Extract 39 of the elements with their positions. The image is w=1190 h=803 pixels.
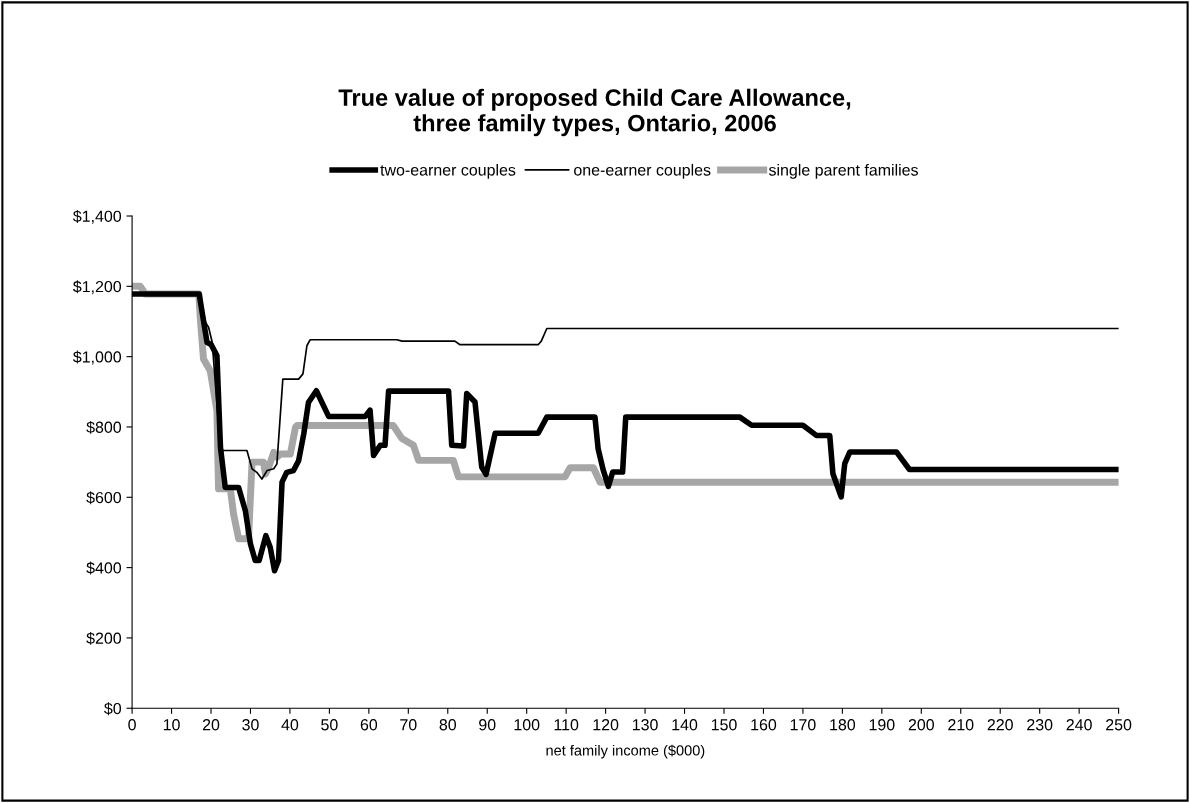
x-tick-label: 140: [672, 719, 698, 731]
y-tick-label: $800: [86, 420, 122, 434]
legend-label: two-earner couples: [380, 163, 516, 179]
x-tick-label: 20: [202, 719, 220, 731]
x-tick-label: 180: [830, 719, 856, 731]
x-tick-label: 160: [751, 719, 777, 731]
x-tick-label: 0: [128, 719, 136, 731]
x-tick-label: 30: [242, 719, 259, 731]
x-tick-label: 120: [593, 719, 619, 731]
y-tick-label: $600: [86, 491, 122, 505]
x-tick-label: 100: [514, 719, 540, 731]
x-tick-label: 240: [1066, 719, 1092, 731]
x-tick-label: 220: [987, 719, 1013, 731]
x-tick-label: 190: [869, 719, 895, 731]
x-tick-label: 60: [360, 719, 378, 731]
x-tick-label: 50: [321, 719, 338, 731]
x-tick-label: 80: [439, 719, 457, 731]
x-tick-label: 150: [711, 719, 737, 731]
x-axis-title: net family income ($000): [546, 744, 705, 759]
y-tick-label: $0: [104, 702, 122, 716]
x-tick-label: 210: [948, 719, 974, 731]
y-tick-label: $200: [86, 631, 122, 645]
legend-label: single parent families: [768, 163, 918, 179]
legend-label: one-earner couples: [574, 163, 711, 179]
x-tick-label: 200: [908, 719, 934, 731]
x-tick-label: 230: [1027, 719, 1053, 731]
x-tick-label: 70: [400, 719, 417, 731]
x-tick-label: 40: [281, 719, 299, 731]
y-tick-label: $1,200: [73, 280, 122, 295]
x-tick-label: 170: [790, 719, 816, 731]
y-tick-label: $1,000: [73, 350, 122, 365]
x-tick-label: 90: [479, 719, 496, 731]
x-tick-label: 10: [163, 719, 180, 731]
x-tick-label: 250: [1106, 719, 1132, 731]
x-tick-label: 110: [554, 719, 579, 731]
y-tick-label: $400: [86, 561, 122, 575]
y-tick-label: $1,400: [73, 209, 122, 224]
chart-title: True value of proposed Child Care Allowance, three family types, Ontario, 2006: [338, 88, 851, 137]
x-tick-label: 130: [632, 719, 658, 731]
